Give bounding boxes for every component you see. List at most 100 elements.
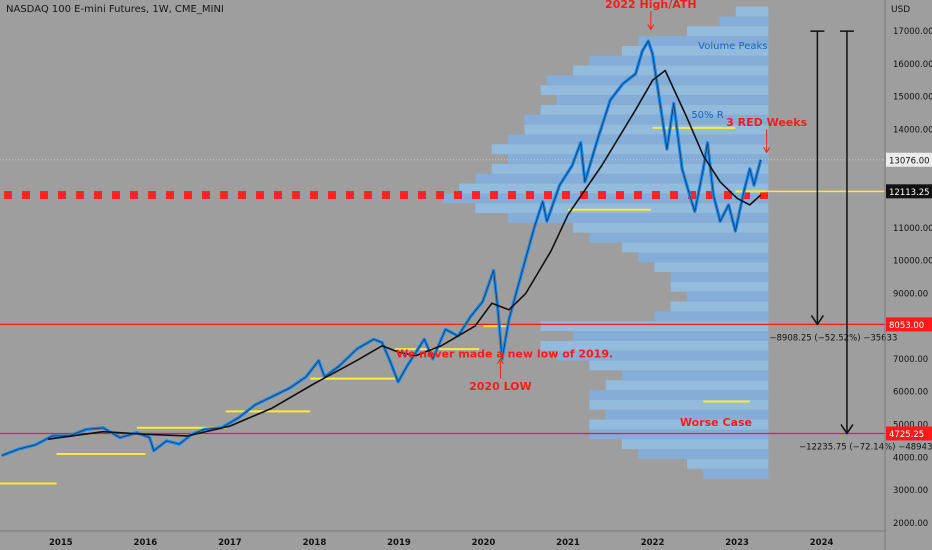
red-dot-marker <box>40 191 48 200</box>
volume-profile-bar <box>573 222 769 233</box>
x-tick-label: 2015 <box>49 538 73 548</box>
volume-profile-bar <box>621 45 769 56</box>
x-tick-label: 2018 <box>303 538 327 548</box>
volume-profile-bar <box>524 124 769 135</box>
red-dot-marker <box>724 191 732 200</box>
volume-profile-bar <box>508 154 769 164</box>
volume-profile-bar <box>703 468 769 479</box>
volume-profile-bar <box>573 331 769 341</box>
volume-profile-bar <box>475 173 769 184</box>
y-tick-label: 17000.00 <box>893 27 932 37</box>
red-dot-marker <box>580 191 588 200</box>
volume-profile-bar <box>573 65 769 76</box>
red-dot-marker <box>616 191 624 200</box>
worse-case-4725-badge-bg <box>886 426 932 441</box>
current-price-badge-bg <box>886 152 932 167</box>
red-dot-marker <box>472 191 480 200</box>
red-dot-marker <box>436 191 444 200</box>
y-tick-label: 7000.00 <box>893 355 928 365</box>
volume-profile-bar <box>638 252 769 263</box>
x-tick-label: 2020 <box>472 538 496 548</box>
drop-arrow-52-head <box>810 314 825 326</box>
red-dot-marker <box>58 191 66 200</box>
volume-profile-bar <box>621 242 769 253</box>
currency-label: USD <box>891 5 910 15</box>
2020-low-label-arrow-head <box>496 357 504 365</box>
y-tick-label: 9000.00 <box>893 289 928 299</box>
volume-profile-bar <box>654 311 769 322</box>
red-dot-marker <box>94 191 102 200</box>
volume-profile-bar <box>605 380 769 391</box>
worse-case-4725-badge-text: 4725.25 <box>889 430 924 440</box>
moving-average-line <box>48 69 762 440</box>
price-series-wick <box>1 40 762 456</box>
volume-profile-bar <box>556 350 769 361</box>
volume-profile-bar <box>605 409 769 420</box>
y-tick-label: 3000.00 <box>893 486 928 496</box>
volume-profile-bar <box>491 144 769 155</box>
red-dot-marker <box>382 191 390 200</box>
drop-arrow-72-label: −12235.75 (−72.14%) −48943 <box>799 442 932 452</box>
volume-profile-bar <box>638 36 769 46</box>
red-dot-marker <box>400 191 408 200</box>
y-tick-label: 6000.00 <box>893 388 928 398</box>
red-dot-marker <box>112 191 120 200</box>
red-dot-marker <box>652 191 660 200</box>
red-dot-marker <box>364 191 372 200</box>
red-dot-marker <box>598 191 606 200</box>
volume-profile-bar <box>686 26 769 37</box>
red-dot-marker <box>148 191 156 200</box>
drop-arrow-52-label: −8908.25 (−52.52%) −35633 <box>769 333 897 343</box>
volume-profile-bar <box>589 429 769 440</box>
red-dot-marker <box>544 191 552 200</box>
red-dot-marker <box>508 191 516 200</box>
volume-profile-bar <box>524 114 769 125</box>
volume-profile-bar <box>589 55 769 66</box>
red-dot-marker <box>184 191 192 200</box>
2020-low-label: 2020 LOW <box>469 380 532 393</box>
chart-title: NASDAQ 100 E-mini Futures, 1W, CME_MINI <box>6 4 224 15</box>
fifty-pct-label: 50% R <box>691 110 723 121</box>
volume-profile-bar <box>540 104 769 115</box>
red-dot-marker <box>202 191 210 200</box>
volume-profile-bar <box>670 272 769 282</box>
red-dot-marker <box>238 191 246 200</box>
red-dot-marker <box>760 191 768 200</box>
red-dot-marker <box>256 191 264 200</box>
red-dot-marker <box>490 191 498 200</box>
volume-profile-bar <box>589 360 769 371</box>
red-dot-marker <box>4 191 12 200</box>
ath-label-arrow-head <box>647 24 655 31</box>
volume-profile-bar <box>540 321 769 332</box>
support-8053-badge-text: 8053.00 <box>889 321 924 331</box>
y-tick-label: 10000.00 <box>893 257 932 267</box>
y-tick-label: 2000.00 <box>893 519 928 529</box>
support-8053-badge-bg <box>886 317 932 332</box>
red-dot-marker <box>706 191 714 200</box>
volume-profile-bar <box>638 449 769 459</box>
volume-profile-bar <box>621 439 769 450</box>
x-tick-label: 2023 <box>725 538 749 548</box>
volume-profile-bar <box>719 16 769 27</box>
y-tick-label: 11000.00 <box>893 224 932 234</box>
red-dot-marker <box>634 191 642 200</box>
red-dot-marker <box>562 191 570 200</box>
x-tick-label: 2016 <box>134 538 158 548</box>
volume-profile-bar <box>670 301 769 312</box>
volume-profile-bar <box>735 6 769 17</box>
red-dot-marker <box>130 191 138 200</box>
volume-profile-bar <box>508 213 769 223</box>
x-tick-label: 2022 <box>641 538 665 548</box>
red-dot-marker <box>76 191 84 200</box>
worse-case-label: Worse Case <box>680 416 752 429</box>
volume-profile-bar <box>589 399 769 410</box>
x-tick-label: 2024 <box>810 538 834 548</box>
ath-label: 2022 High/ATH <box>605 0 697 11</box>
volume-profile-bar <box>556 95 769 105</box>
volume-profile-bar <box>459 183 769 194</box>
volume-profile-bar <box>621 370 769 381</box>
y-tick-label: 16000.00 <box>893 60 932 70</box>
